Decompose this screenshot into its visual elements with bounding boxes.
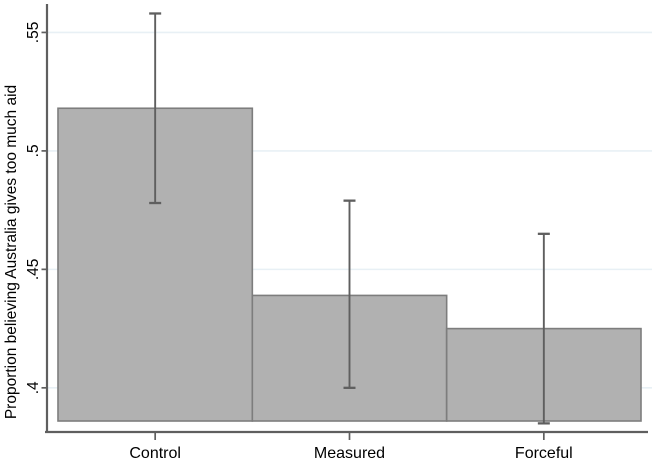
- y-tick-label: .45: [25, 259, 42, 281]
- x-tick-label-control: Control: [129, 445, 181, 462]
- x-tick-label-measured: Measured: [314, 445, 385, 462]
- y-tick-label: .5: [25, 144, 42, 157]
- error-bars: [149, 12, 550, 425]
- axes: [45, 4, 648, 434]
- y-tick-label: .55: [25, 22, 42, 44]
- x-axis-ticks: Control Measured Forceful: [129, 433, 573, 462]
- y-axis-ticks: .4 .45 .5 .55: [25, 22, 47, 394]
- x-tick-label-forceful: Forceful: [515, 445, 573, 462]
- y-tick-label: .4: [25, 381, 42, 394]
- y-axis-title: Proportion believing Australia gives too…: [3, 85, 20, 419]
